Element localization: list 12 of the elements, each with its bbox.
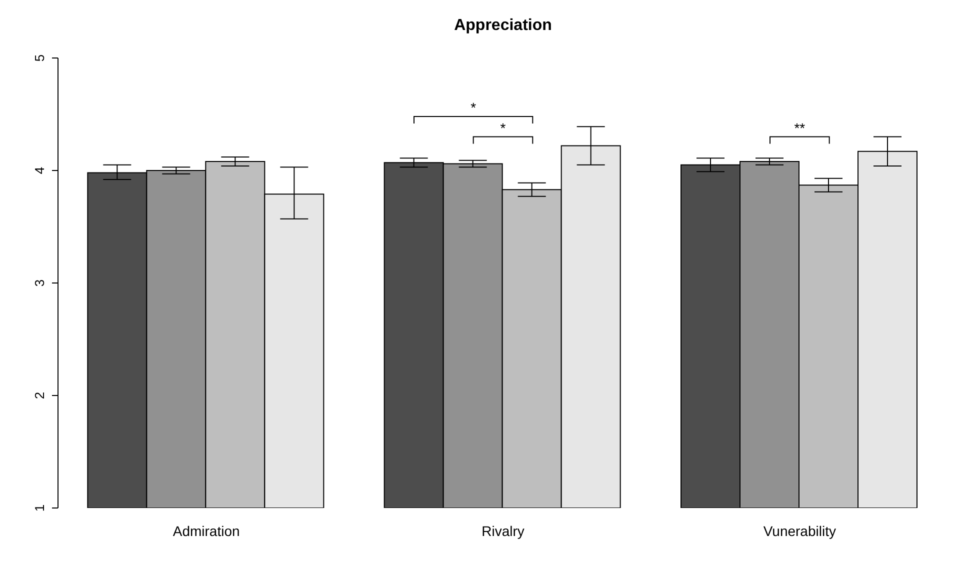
annotation: * [500, 120, 506, 136]
annotation: ** [794, 120, 806, 136]
y-tick-label: 1 [32, 504, 47, 512]
y-tick-label: 4 [32, 166, 47, 174]
y-tick-label: 3 [32, 279, 47, 287]
x-tick-label: Admiration [172, 522, 240, 539]
x-tick-label: Rivalry [482, 522, 524, 539]
x-tick-label: Vunerability [763, 522, 836, 539]
chart-title: Appreciation [454, 17, 552, 34]
y-tick-label: 2 [32, 392, 47, 400]
y-tick-label: 5 [32, 54, 47, 62]
annotation: * [470, 100, 477, 116]
